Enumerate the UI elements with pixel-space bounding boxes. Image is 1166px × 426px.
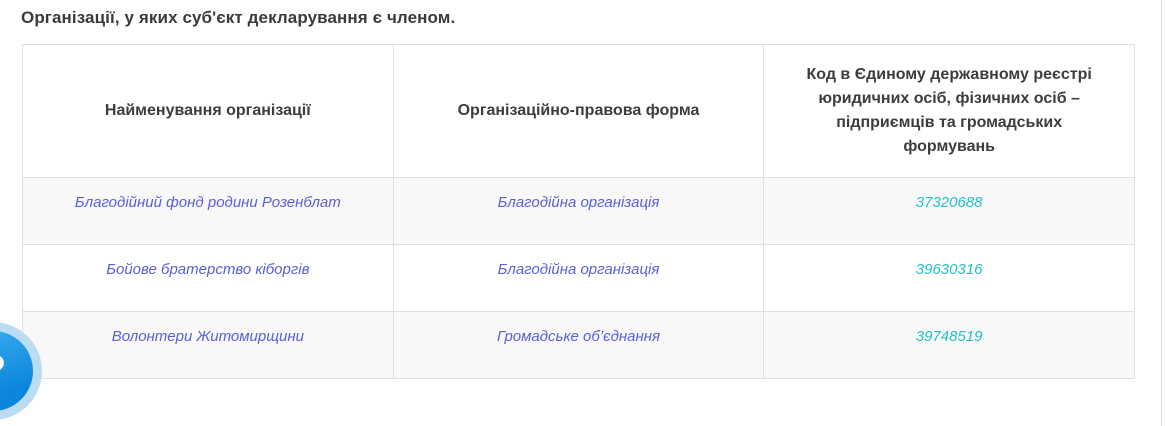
question-mark-icon: ? <box>0 331 33 411</box>
organizations-table: Найменування організації Організаційно-п… <box>22 44 1135 379</box>
org-code-cell: 39748519 <box>763 311 1135 379</box>
org-code-cell: 37320688 <box>763 177 1135 245</box>
page-right-edge-divider <box>1161 0 1162 426</box>
org-form-cell: Благодійна організація <box>392 177 765 245</box>
page-title: Організації, у яких суб'єкт декларування… <box>21 8 456 27</box>
table-row: Бойове братерство кіборгів Благодійна ор… <box>22 244 1135 312</box>
org-code-cell: 39630316 <box>763 244 1135 312</box>
org-form-cell: Громадське об’єднання <box>392 311 765 379</box>
table-row: Благодійний фонд родини Розенблат Благод… <box>22 177 1135 245</box>
org-form-cell: Благодійна організація <box>392 244 765 312</box>
org-name-cell: Бойове братерство кіборгів <box>22 244 394 312</box>
table-header-row: Найменування організації Організаційно-п… <box>22 44 1135 178</box>
org-name-cell: Волонтери Житомирщини <box>22 311 394 379</box>
org-name-cell: Благодійний фонд родини Розенблат <box>22 177 394 245</box>
question-mark-glyph: ? <box>0 346 6 396</box>
column-header-legal-form: Організаційно-правова форма <box>392 44 765 178</box>
column-header-org-name: Найменування організації <box>22 44 394 178</box>
column-header-registry-code: Код в Єдиному державному реєстрі юридичн… <box>763 44 1135 178</box>
table-row: Волонтери Житомирщини Громадське об’єдна… <box>22 311 1135 379</box>
